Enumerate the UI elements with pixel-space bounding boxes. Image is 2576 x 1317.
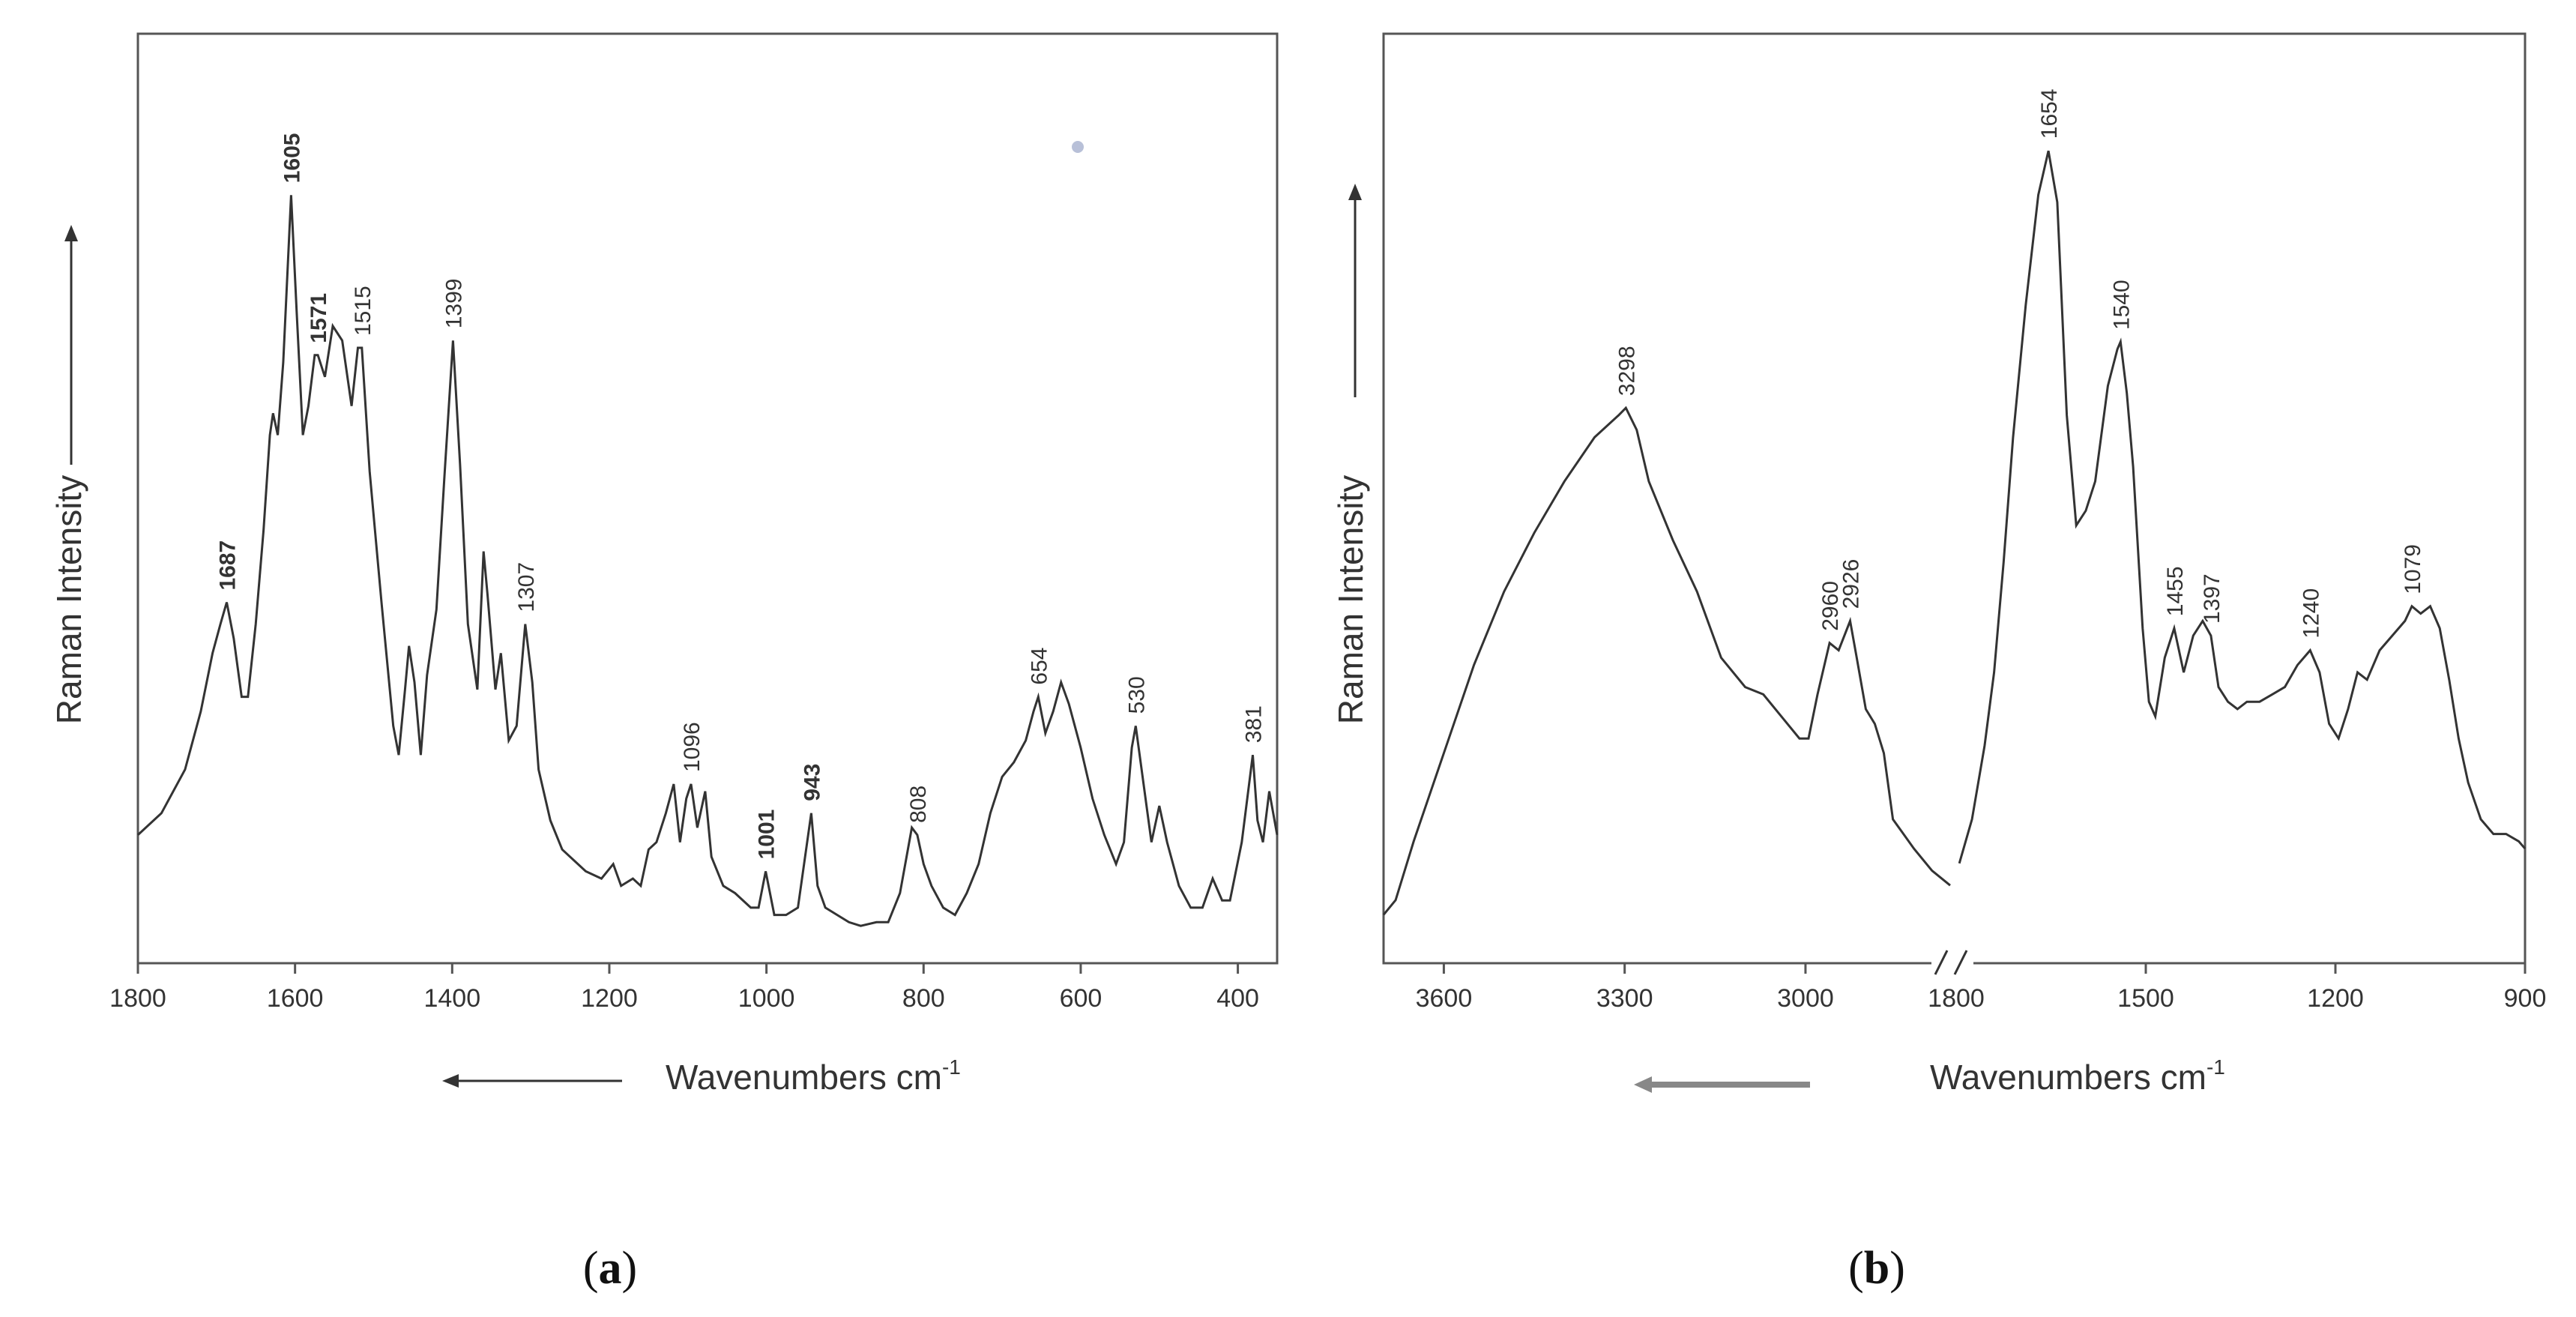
x-ticks-b: 3600 3300 3000 1800 1500 1200 900	[1416, 963, 2547, 1013]
panel-a: 1800 1600 1400 1200 1000 800 600 400 1687 1605 15…	[49, 32, 1279, 1294]
peak-label: 1307	[514, 562, 539, 612]
peak-label: 1455	[2163, 566, 2188, 616]
peak-label: 1397	[2200, 573, 2224, 624]
peak-label: 808	[906, 786, 931, 823]
peak-label: 1540	[2109, 280, 2134, 330]
x-ticks-a: 1800 1600 1400 1200 1000 800 600 400	[109, 963, 1259, 1013]
x-tick-label: 600	[1060, 984, 1103, 1013]
peak-label: 1515	[351, 286, 375, 336]
caption-a: (a)	[583, 1243, 637, 1294]
x-tick-label: 800	[902, 984, 945, 1013]
x-tick-label: 1000	[738, 984, 795, 1013]
x-tick-label: 1600	[267, 984, 324, 1013]
axis-break-marker	[1931, 950, 1973, 975]
y-axis-label-a: Raman Intensity	[49, 475, 88, 724]
x-tick-label: 1800	[109, 984, 166, 1013]
x-arrow-head-b	[1634, 1076, 1652, 1093]
peak-label: 3298	[1614, 346, 1639, 396]
y-arrow-head-b	[1348, 184, 1362, 200]
plot-frame-a	[136, 32, 1279, 965]
marker-dot	[1072, 141, 1084, 153]
x-tick-label: 1500	[2117, 984, 2174, 1013]
peak-label: 1605	[280, 133, 304, 184]
x-axis-label-b: Wavenumbers cm-1	[1930, 1055, 2225, 1097]
peak-label: 1687	[216, 540, 241, 591]
x-tick-label: 3000	[1777, 984, 1834, 1013]
caption-b: (b)	[1848, 1243, 1905, 1294]
x-axis-label-a: Wavenumbers cm-1	[666, 1055, 961, 1097]
peak-label: 2960	[1818, 581, 1843, 631]
x-tick-label: 1800	[1928, 984, 1985, 1013]
panel-b: 3600 3300 3000 1800 1500 1200 900 3298 29602926…	[1331, 32, 2547, 1294]
peak-label: 1399	[441, 279, 466, 329]
spectrum-line-b-fingerprint	[1958, 150, 2527, 864]
spectrum-line-a	[136, 195, 1279, 927]
peak-label: 1079	[2401, 544, 2425, 594]
spectrum-line-b-high	[1382, 406, 1951, 916]
x-tick-label: 3300	[1596, 984, 1653, 1013]
peak-label: 2926	[1839, 559, 1864, 609]
peak-labels-a: 1687 1605 1571 1515 1399 1307 1096 1001 943 808 65…	[216, 133, 1267, 860]
x-arrow-head-a	[442, 1074, 459, 1088]
peak-label: 1096	[680, 722, 705, 772]
x-tick-label: 400	[1216, 984, 1259, 1013]
x-tick-label: 1400	[423, 984, 480, 1013]
x-tick-label: 900	[2504, 984, 2547, 1013]
x-tick-label: 1200	[2307, 984, 2364, 1013]
peak-label: 530	[1124, 676, 1149, 714]
peak-label: 1571	[307, 293, 331, 343]
y-axis-label-b: Raman Intensity	[1331, 475, 1370, 724]
x-tick-label: 3600	[1416, 984, 1473, 1013]
peak-label: 1240	[2299, 588, 2323, 639]
peak-label: 381	[1242, 705, 1267, 743]
x-tick-label: 1200	[581, 984, 638, 1013]
peak-label: 1001	[755, 810, 779, 860]
peak-label: 943	[800, 764, 824, 801]
peak-label: 1654	[2037, 88, 2062, 139]
y-arrow-head-a	[64, 225, 78, 241]
peak-label: 654	[1027, 648, 1052, 685]
